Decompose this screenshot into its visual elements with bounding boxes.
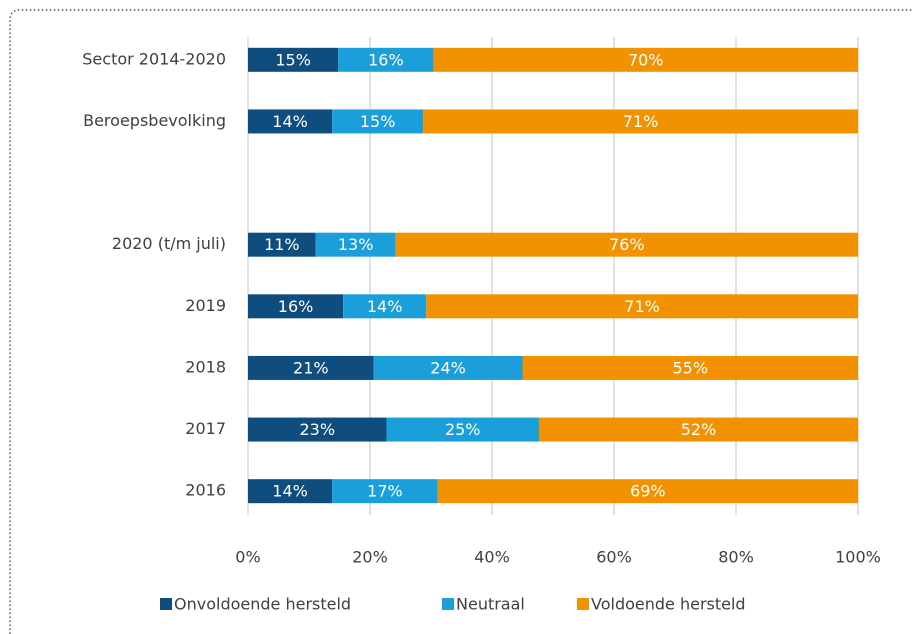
bar-segment: [386, 417, 539, 442]
y-tick-label: 2016: [185, 481, 226, 500]
bar-segment: [248, 355, 374, 380]
value-label: 17%: [367, 482, 403, 501]
value-label: 52%: [681, 420, 717, 439]
bar-segment: [426, 294, 858, 319]
bar-segment: [373, 355, 523, 380]
legend-label: Neutraal: [456, 595, 525, 614]
value-label: 71%: [624, 297, 660, 316]
value-label: 14%: [272, 112, 308, 131]
value-label: 71%: [623, 112, 659, 131]
y-tick-label: 2018: [185, 357, 226, 376]
y-tick-label: 2019: [185, 296, 226, 315]
value-label: 21%: [293, 358, 329, 377]
bar-segment: [538, 417, 858, 442]
legend-swatch: [442, 598, 454, 610]
y-tick-label: 2017: [185, 419, 226, 438]
bar-segment: [248, 479, 333, 504]
y-tick-label: Beroepsbevolking: [83, 111, 226, 130]
value-label: 15%: [275, 50, 311, 69]
bar-segment: [248, 294, 344, 319]
value-label: 70%: [628, 50, 664, 69]
y-tick-label: 2020 (t/m juli): [112, 234, 226, 253]
x-tick-label: 0%: [235, 548, 260, 567]
value-label: 14%: [272, 482, 308, 501]
bar-segment: [423, 109, 858, 134]
bar-segment: [522, 355, 858, 380]
legend-label: Onvoldoende hersteld: [174, 595, 351, 614]
bar-segment: [332, 109, 424, 134]
legend-swatch: [160, 598, 172, 610]
legend-label: Voldoende hersteld: [591, 595, 746, 614]
x-tick-label: 100%: [835, 548, 881, 567]
bar-segment: [248, 232, 316, 257]
value-label: 24%: [430, 358, 466, 377]
bar-segment: [395, 232, 858, 257]
value-label: 15%: [360, 112, 396, 131]
bar-segment: [248, 47, 339, 72]
bar-segment: [248, 109, 333, 134]
y-tick-label: Sector 2014-2020: [82, 49, 226, 68]
bar-segment: [437, 479, 858, 504]
x-tick-label: 80%: [718, 548, 754, 567]
x-tick-label: 40%: [474, 548, 510, 567]
bar-segment: [248, 417, 387, 442]
x-tick-label: 20%: [352, 548, 388, 567]
value-label: 76%: [609, 235, 645, 254]
value-label: 16%: [278, 297, 314, 316]
value-label: 16%: [368, 50, 404, 69]
value-label: 11%: [264, 235, 300, 254]
value-label: 14%: [367, 297, 403, 316]
value-label: 13%: [338, 235, 374, 254]
value-label: 69%: [630, 482, 666, 501]
legend-swatch: [577, 598, 589, 610]
value-label: 23%: [299, 420, 335, 439]
bar-segment: [315, 232, 396, 257]
frame: [9, 9, 913, 634]
value-label: 55%: [672, 358, 708, 377]
x-tick-label: 60%: [596, 548, 632, 567]
value-label: 25%: [445, 420, 481, 439]
bar-segment: [332, 479, 438, 504]
bar-segment: [433, 47, 858, 72]
bar-segment: [343, 294, 427, 319]
bar-segment: [338, 47, 434, 72]
